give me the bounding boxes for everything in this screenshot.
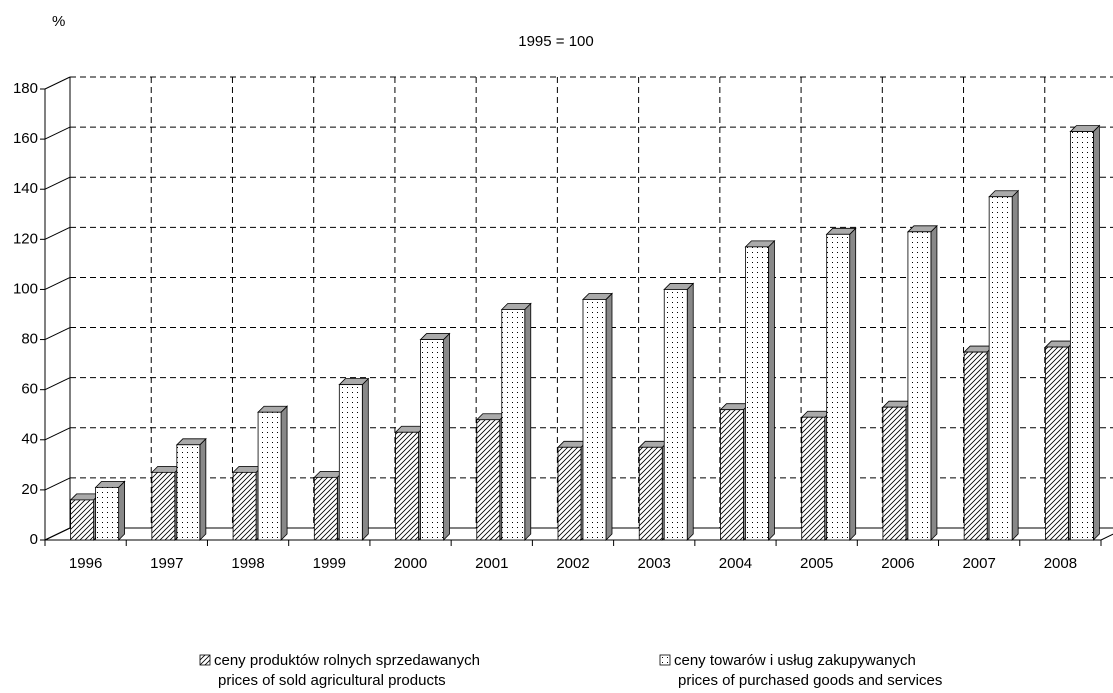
x-tick-label: 2002	[556, 555, 589, 572]
bar	[1044, 346, 1069, 541]
bar-side	[524, 302, 532, 541]
unit-label: %	[52, 13, 65, 30]
bar-side	[849, 227, 857, 541]
bar	[70, 499, 95, 541]
bar	[720, 409, 744, 541]
bar	[638, 446, 663, 541]
grid-diagonal	[44, 377, 71, 391]
x-tick-label: 2003	[638, 555, 671, 572]
y-tick-label: 140	[13, 180, 38, 197]
bar-side	[686, 282, 694, 541]
bar	[395, 431, 419, 541]
x-tick-label: 2008	[1044, 555, 1077, 572]
x-tick-label: 2005	[800, 555, 833, 572]
bar	[882, 406, 907, 541]
bar	[801, 416, 826, 541]
y-tick-label: 100	[13, 280, 38, 297]
x-tick-label: 1997	[150, 555, 183, 572]
bar	[1069, 131, 1094, 541]
bar-side	[1092, 124, 1100, 541]
bar	[257, 411, 282, 541]
y-tick-label: 120	[13, 230, 38, 247]
bar	[476, 419, 501, 541]
bar	[988, 196, 1013, 541]
grid-diagonal	[44, 427, 71, 441]
bar	[338, 384, 363, 541]
grid-diagonal	[44, 226, 71, 240]
bar-side	[768, 239, 775, 541]
grid-diagonal	[44, 176, 71, 190]
y-tick-label: 80	[21, 331, 38, 348]
bar-side	[361, 377, 369, 541]
x-tick-label: 2007	[962, 555, 995, 572]
y-tick-label: 40	[21, 431, 38, 448]
y-tick-label: 0	[30, 531, 38, 548]
x-tick-label: 1998	[231, 555, 264, 572]
bar	[826, 233, 851, 541]
legend-label: ceny produktów rolnych sprzedawanych	[214, 652, 480, 669]
grid-diagonal	[44, 477, 71, 491]
bar	[663, 289, 688, 541]
bar	[745, 246, 769, 541]
x-tick-label: 2001	[475, 555, 508, 572]
bar	[95, 486, 120, 541]
bar-side	[118, 480, 126, 541]
x-tick-label: 2006	[881, 555, 914, 572]
bar	[501, 309, 526, 541]
bar	[232, 471, 257, 541]
x-tick-label: 2004	[719, 555, 752, 572]
bar-side	[1011, 189, 1019, 541]
grid-diagonal	[44, 76, 71, 90]
bar-side	[443, 332, 450, 541]
grid-diagonal	[44, 327, 71, 341]
chart-subtitle: 1995 = 100	[518, 33, 594, 50]
bar	[557, 446, 582, 541]
bar	[313, 476, 338, 541]
y-tick-label: 180	[13, 80, 38, 97]
bar	[151, 471, 176, 541]
bar-side	[605, 292, 613, 541]
bar-side	[930, 224, 938, 541]
legend-label-en: prices of sold agricultural products	[218, 672, 446, 689]
grid-diagonal	[44, 276, 71, 290]
y-tick-label: 60	[21, 381, 38, 398]
x-tick-label: 2000	[394, 555, 427, 572]
bar	[582, 299, 607, 541]
y-tick-label: 20	[21, 481, 38, 498]
y-tick-label: 160	[13, 130, 38, 147]
legend-label: ceny towarów i usług zakupywanych	[674, 652, 916, 669]
bar	[420, 339, 444, 541]
legend-swatch	[199, 654, 211, 666]
legend-swatch	[659, 654, 671, 666]
legend-label-en: prices of purchased goods and services	[678, 672, 942, 689]
x-tick-label: 1999	[313, 555, 346, 572]
bar	[963, 351, 988, 541]
bar	[907, 231, 932, 541]
bar-side	[199, 437, 207, 541]
x-tick-label: 1996	[69, 555, 102, 572]
grid-diagonal	[44, 527, 71, 541]
grid-diagonal	[44, 126, 71, 140]
bar	[176, 444, 201, 541]
bar-side	[280, 405, 288, 541]
